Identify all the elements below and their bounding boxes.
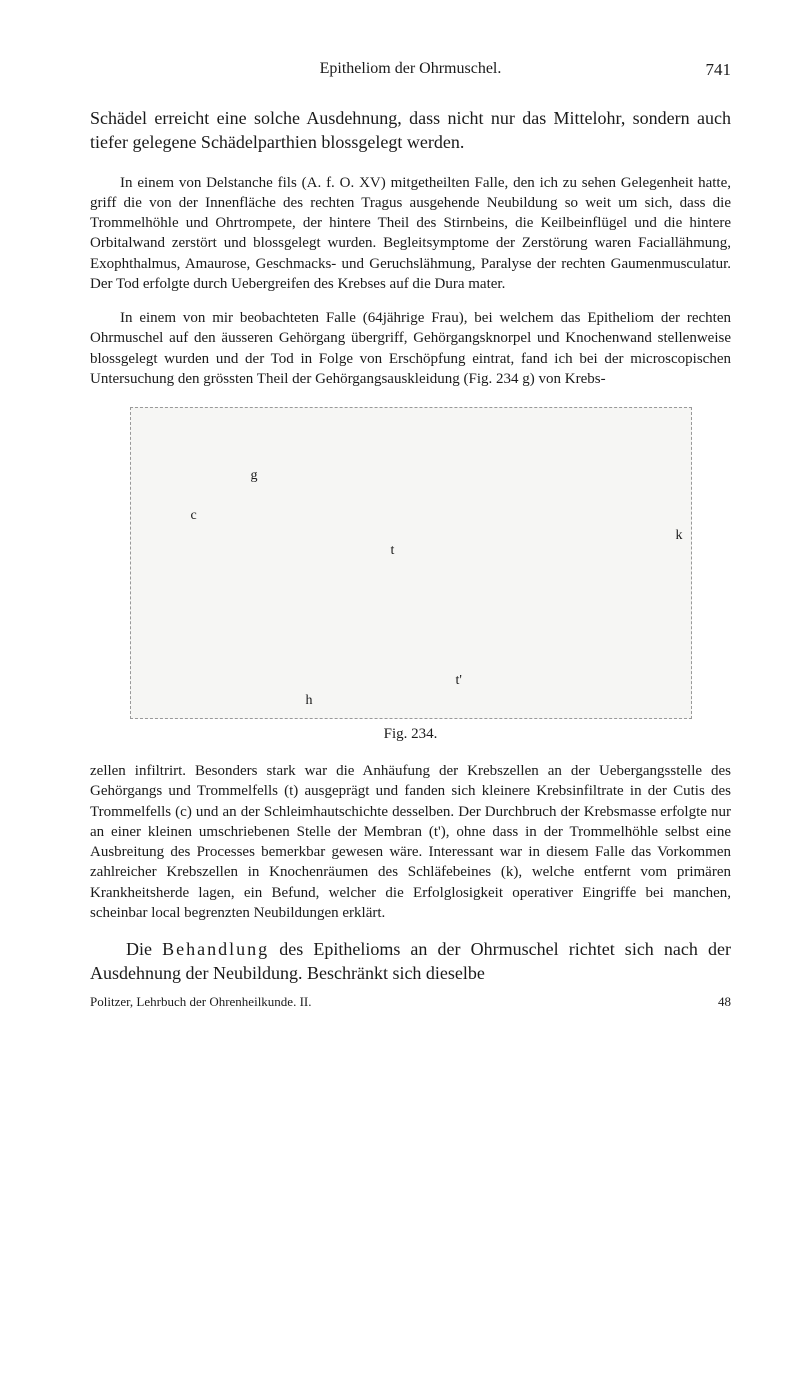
final-paragraph: Die Behandlung des Epithelioms an der Oh… xyxy=(90,937,731,986)
figure-caption: Fig. 234. xyxy=(90,726,731,743)
figure-label-h: h xyxy=(306,693,313,709)
paragraph-1: In einem von Delstanche fils (A. f. O. X… xyxy=(90,173,731,295)
final-paragraph-emph: Behandlung xyxy=(162,939,269,959)
page-number: 741 xyxy=(706,60,732,80)
figure-label-t: t xyxy=(391,543,395,559)
figure-label-g: g xyxy=(251,468,258,484)
paragraph-3: zellen infiltrirt. Besonders stark war d… xyxy=(90,761,731,923)
figure-label-c: c xyxy=(191,508,197,524)
running-head: Epitheliom der Ohrmuschel. 741 xyxy=(90,60,731,78)
figure-illustration: g c t k t' h xyxy=(130,407,692,719)
footer-citation: Politzer, Lehrbuch der Ohrenheilkunde. I… xyxy=(90,994,311,1009)
final-paragraph-a: Die xyxy=(126,939,162,959)
running-head-title: Epitheliom der Ohrmuschel. xyxy=(320,60,502,78)
figure-234: g c t k t' h Fig. 234. xyxy=(90,407,731,743)
figure-label-k: k xyxy=(676,528,683,544)
intro-paragraph: Schädel erreicht eine solche Ausdehnung,… xyxy=(90,106,731,155)
figure-label-t-prime: t' xyxy=(456,673,462,689)
scanned-page: Epitheliom der Ohrmuschel. 741 Schädel e… xyxy=(0,0,801,1031)
signature-number: 48 xyxy=(718,994,731,1011)
footer: Politzer, Lehrbuch der Ohrenheilkunde. I… xyxy=(90,994,731,1011)
paragraph-2: In einem von mir beobachteten Falle (64j… xyxy=(90,308,731,389)
